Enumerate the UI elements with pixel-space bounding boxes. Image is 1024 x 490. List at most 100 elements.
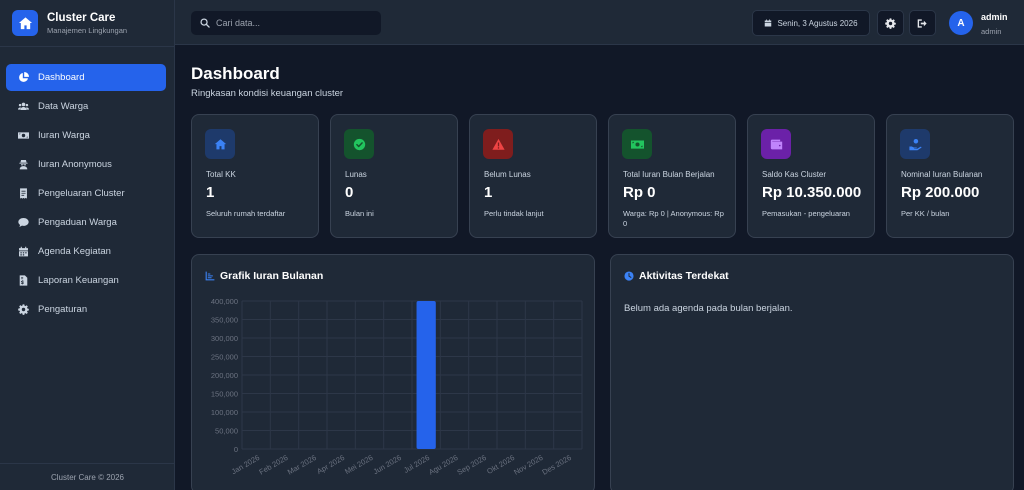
sidebar-footer: Cluster Care © 2026 [0, 463, 175, 490]
chart-bar [416, 301, 436, 449]
stat-card-nominal-iuran: Nominal Iuran Bulanan Rp 200.000 Per KK … [886, 114, 1014, 238]
x-tick-label: Jan 2026 [230, 453, 261, 476]
brand[interactable]: Cluster Care Manajemen Lingkungan [0, 0, 174, 47]
settings-button[interactable] [877, 10, 904, 36]
sidebar-item-label: Iuran Warga [38, 130, 90, 141]
page-subtitle: Ringkasan kondisi keuangan cluster [191, 88, 344, 99]
card-label: Lunas [345, 170, 367, 179]
x-tick-label: Nov 2026 [512, 453, 544, 477]
activity-panel-title: Aktivitas Terdekat [624, 270, 729, 282]
sidebar-item-agenda-kegiatan[interactable]: Agenda Kegiatan [6, 238, 166, 265]
gear-icon [885, 17, 896, 29]
sidebar-item-dashboard[interactable]: Dashboard [6, 64, 166, 91]
y-tick-label: 50,000 [215, 427, 238, 436]
search-input[interactable] [216, 18, 366, 28]
card-label: Total Iuran Bulan Berjalan [623, 170, 715, 179]
sidebar-item-pengeluaran-cluster[interactable]: Pengeluaran Cluster [6, 180, 166, 207]
chart-title-text: Grafik Iuran Bulanan [220, 270, 324, 282]
monthly-dues-chart: 0 50,000 100,000 150,000 200,000 250,000 300,0… [211, 297, 583, 477]
home-icon [12, 10, 38, 36]
sidebar-item-pengaturan[interactable]: Pengaturan [6, 296, 166, 323]
users-icon [18, 102, 29, 110]
date-text: Senin, 3 Agustus 2026 [777, 18, 858, 28]
sidebar-item-label: Agenda Kegiatan [38, 246, 111, 257]
money-bill-icon [18, 132, 29, 139]
x-tick-label: Apr 2026 [315, 453, 346, 476]
search-box[interactable] [191, 11, 381, 35]
check-circle-icon [344, 129, 374, 159]
card-label: Saldo Kas Cluster [762, 170, 827, 179]
user-secret-icon [19, 160, 28, 170]
x-tick-label: Mar 2026 [286, 453, 318, 477]
card-note: Pemasukan - pengeluaran [762, 209, 850, 218]
sidebar-item-laporan-keuangan[interactable]: Laporan Keuangan [6, 267, 166, 294]
sidebar-item-pengaduan-warga[interactable]: Pengaduan Warga [6, 209, 166, 236]
card-note: Bulan ini [345, 209, 374, 218]
sidebar-item-label: Pengaduan Warga [38, 217, 117, 228]
activity-panel: Aktivitas Terdekat Belum ada agenda pada… [610, 254, 1014, 490]
wallet-icon [761, 129, 791, 159]
chart-panel-title: Grafik Iuran Bulanan [205, 270, 323, 282]
card-value: 1 [484, 184, 493, 201]
sidebar-item-label: Data Warga [38, 101, 89, 112]
y-tick-label: 350,000 [211, 316, 238, 325]
receipt-icon [20, 188, 27, 199]
stat-card-total-iuran: Total Iuran Bulan Berjalan Rp 0 Warga: R… [608, 114, 736, 238]
y-tick-label: 400,000 [211, 297, 238, 306]
card-label: Nominal Iuran Bulanan [901, 170, 983, 179]
logout-button[interactable] [909, 10, 936, 36]
stat-card-total-kk: Total KK 1 Seluruh rumah terdaftar [191, 114, 319, 238]
card-value: Rp 200.000 [901, 184, 980, 201]
sidebar-item-label: Laporan Keuangan [38, 275, 119, 286]
money-icon [622, 129, 652, 159]
calendar-icon [765, 19, 772, 27]
card-note: Per KK / bulan [901, 209, 950, 218]
x-tick-label: Feb 2026 [258, 453, 290, 477]
topbar: Senin, 3 Agustus 2026 A admin admin [175, 0, 1024, 45]
y-tick-label: 100,000 [211, 408, 238, 417]
x-tick-label: Des 2026 [541, 453, 573, 477]
chart-panel: 0 50,000 100,000 150,000 200,000 250,000 300,0… [191, 254, 595, 490]
stat-card-saldo-kas: Saldo Kas Cluster Rp 10.350.000 Pemasuka… [747, 114, 875, 238]
sidebar-nav: Dashboard Data Warga Iuran Warga Iuran A… [0, 47, 174, 323]
user-name: admin [981, 12, 1008, 22]
y-tick-label: 0 [234, 445, 238, 454]
user-role: admin [981, 27, 1002, 36]
brand-subtitle: Manajemen Lingkungan [47, 25, 128, 35]
y-tick-label: 150,000 [211, 390, 238, 399]
clock-icon [624, 271, 634, 281]
x-tick-label: Sep 2026 [456, 453, 488, 477]
sidebar-item-label: Pengaturan [38, 304, 88, 315]
stat-card-lunas: Lunas 0 Bulan ini [330, 114, 458, 238]
warning-icon [483, 129, 513, 159]
card-label: Belum Lunas [484, 170, 531, 179]
sidebar: Cluster Care Manajemen Lingkungan Dashbo… [0, 0, 175, 490]
comment-icon [18, 218, 29, 227]
search-icon [200, 18, 210, 28]
card-note: Warga: Rp 0 | Anonymous: Rp 0 [623, 209, 724, 228]
chart-bar-icon [205, 271, 215, 281]
activity-title-text: Aktivitas Terdekat [639, 270, 729, 282]
avatar[interactable]: A [949, 11, 973, 35]
sidebar-item-label: Pengeluaran Cluster [38, 188, 125, 199]
x-tick-label: Jun 2026 [372, 453, 403, 476]
card-note: Seluruh rumah terdaftar [206, 209, 286, 218]
x-tick-label: Okt 2026 [485, 453, 516, 476]
x-tick-label: Agu 2026 [427, 453, 459, 477]
page-title: Dashboard [191, 64, 280, 83]
card-label: Total KK [206, 170, 236, 179]
home-icon [205, 129, 235, 159]
brand-name: Cluster Care [47, 11, 116, 24]
activity-empty-text: Belum ada agenda pada bulan berjalan. [624, 303, 793, 314]
calendar-icon [19, 246, 28, 257]
sign-out-icon [917, 18, 927, 28]
file-invoice-icon [19, 275, 28, 286]
sidebar-item-iuran-anonymous[interactable]: Iuran Anonymous [6, 151, 166, 178]
sidebar-item-iuran-warga[interactable]: Iuran Warga [6, 122, 166, 149]
sidebar-item-label: Dashboard [38, 72, 85, 83]
card-value: Rp 0 [623, 184, 656, 201]
card-value: Rp 10.350.000 [762, 184, 862, 201]
y-tick-label: 300,000 [211, 334, 238, 343]
stat-card-belum-lunas: Belum Lunas 1 Perlu tindak lanjut [469, 114, 597, 238]
sidebar-item-data-warga[interactable]: Data Warga [6, 93, 166, 120]
